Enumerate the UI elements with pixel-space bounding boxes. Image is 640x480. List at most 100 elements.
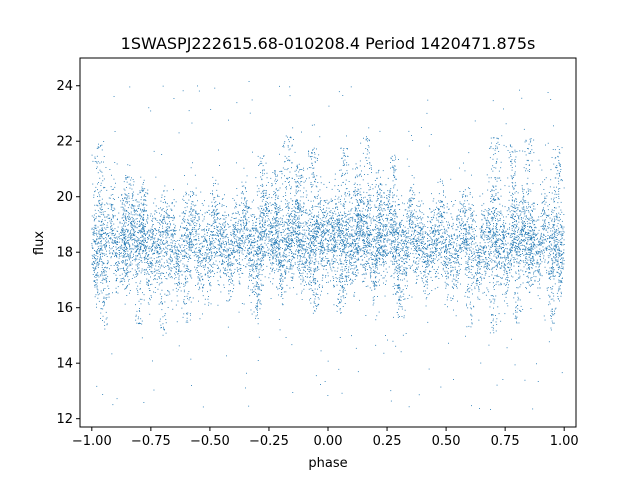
data-point <box>404 253 406 255</box>
data-point <box>227 263 228 265</box>
data-point <box>358 221 360 222</box>
data-point <box>415 211 417 213</box>
data-point <box>189 249 191 251</box>
data-point <box>196 231 197 233</box>
data-point <box>446 234 448 236</box>
data-point <box>342 228 344 229</box>
data-point <box>377 227 379 229</box>
data-point <box>139 246 141 248</box>
data-point <box>290 227 292 229</box>
data-point <box>206 249 208 251</box>
data-point <box>435 217 437 219</box>
data-point <box>499 229 501 231</box>
data-point <box>321 231 323 232</box>
data-point <box>533 242 535 244</box>
data-point <box>563 260 565 261</box>
data-point <box>406 288 407 289</box>
data-point <box>252 224 254 226</box>
data-point <box>498 284 500 286</box>
data-point <box>331 216 333 218</box>
data-point <box>458 219 460 221</box>
data-point <box>512 222 513 224</box>
data-point <box>131 233 132 235</box>
data-point <box>177 271 179 272</box>
data-point <box>341 195 342 197</box>
data-point <box>161 264 163 266</box>
data-point <box>271 203 273 205</box>
data-point <box>469 258 471 260</box>
data-point <box>190 244 192 246</box>
data-point <box>108 250 110 252</box>
data-point <box>225 244 227 246</box>
data-point <box>97 250 99 252</box>
data-point <box>427 278 428 280</box>
data-point <box>280 264 282 265</box>
data-point <box>223 244 225 245</box>
data-point <box>305 211 306 213</box>
data-point <box>136 251 137 253</box>
data-point <box>553 276 555 277</box>
data-point <box>542 246 544 248</box>
data-point <box>268 219 270 221</box>
data-point <box>149 290 151 291</box>
data-point <box>528 268 530 270</box>
data-point <box>527 232 529 233</box>
data-point <box>551 249 553 251</box>
data-point <box>530 226 532 228</box>
data-point <box>541 275 543 277</box>
data-point <box>216 213 218 215</box>
data-point <box>149 257 151 259</box>
data-point <box>429 240 431 242</box>
data-point <box>405 254 407 256</box>
data-point <box>286 266 288 268</box>
data-point <box>137 237 139 239</box>
data-point <box>301 246 303 248</box>
data-point <box>332 247 334 248</box>
data-point <box>303 266 305 268</box>
data-point <box>357 236 359 238</box>
data-point <box>451 255 452 256</box>
data-point <box>96 258 98 260</box>
data-point <box>539 265 540 267</box>
data-point <box>223 222 225 224</box>
data-point <box>166 229 167 231</box>
data-point <box>460 247 462 249</box>
data-point <box>389 203 390 205</box>
data-point <box>448 223 450 225</box>
data-point <box>247 249 248 251</box>
data-point <box>153 271 155 273</box>
data-point <box>362 266 364 268</box>
data-point <box>305 212 307 214</box>
data-point <box>524 259 526 261</box>
data-point <box>230 248 232 249</box>
data-point <box>232 242 233 244</box>
data-point <box>97 274 99 276</box>
data-point <box>325 269 327 271</box>
data-point <box>544 198 546 200</box>
data-point <box>250 243 251 245</box>
data-point <box>209 260 211 261</box>
data-point <box>457 281 459 283</box>
data-point <box>445 247 447 249</box>
data-point <box>387 204 389 206</box>
data-point <box>372 304 374 306</box>
data-point <box>183 247 185 248</box>
data-point <box>237 245 238 247</box>
data-point <box>198 240 200 241</box>
data-point <box>309 271 310 273</box>
data-point <box>309 246 311 247</box>
data-point <box>353 238 355 240</box>
data-point <box>555 245 557 246</box>
data-point <box>478 258 480 260</box>
data-point <box>500 235 501 236</box>
data-point <box>340 230 342 232</box>
data-point <box>213 262 214 264</box>
data-point <box>342 273 343 275</box>
data-point <box>536 246 538 248</box>
data-point <box>411 224 412 225</box>
data-point <box>501 248 502 250</box>
data-point <box>116 236 118 238</box>
data-point <box>547 255 549 257</box>
data-point <box>480 249 482 251</box>
data-point <box>477 296 479 298</box>
